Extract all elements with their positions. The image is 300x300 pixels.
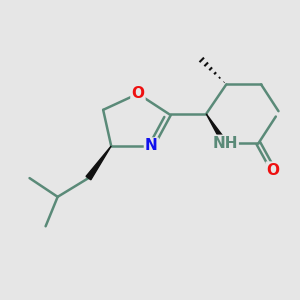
Polygon shape <box>206 114 227 145</box>
Text: O: O <box>267 163 280 178</box>
Text: O: O <box>131 86 145 101</box>
Polygon shape <box>86 146 111 180</box>
Text: N: N <box>145 139 158 154</box>
Text: NH: NH <box>212 136 238 151</box>
